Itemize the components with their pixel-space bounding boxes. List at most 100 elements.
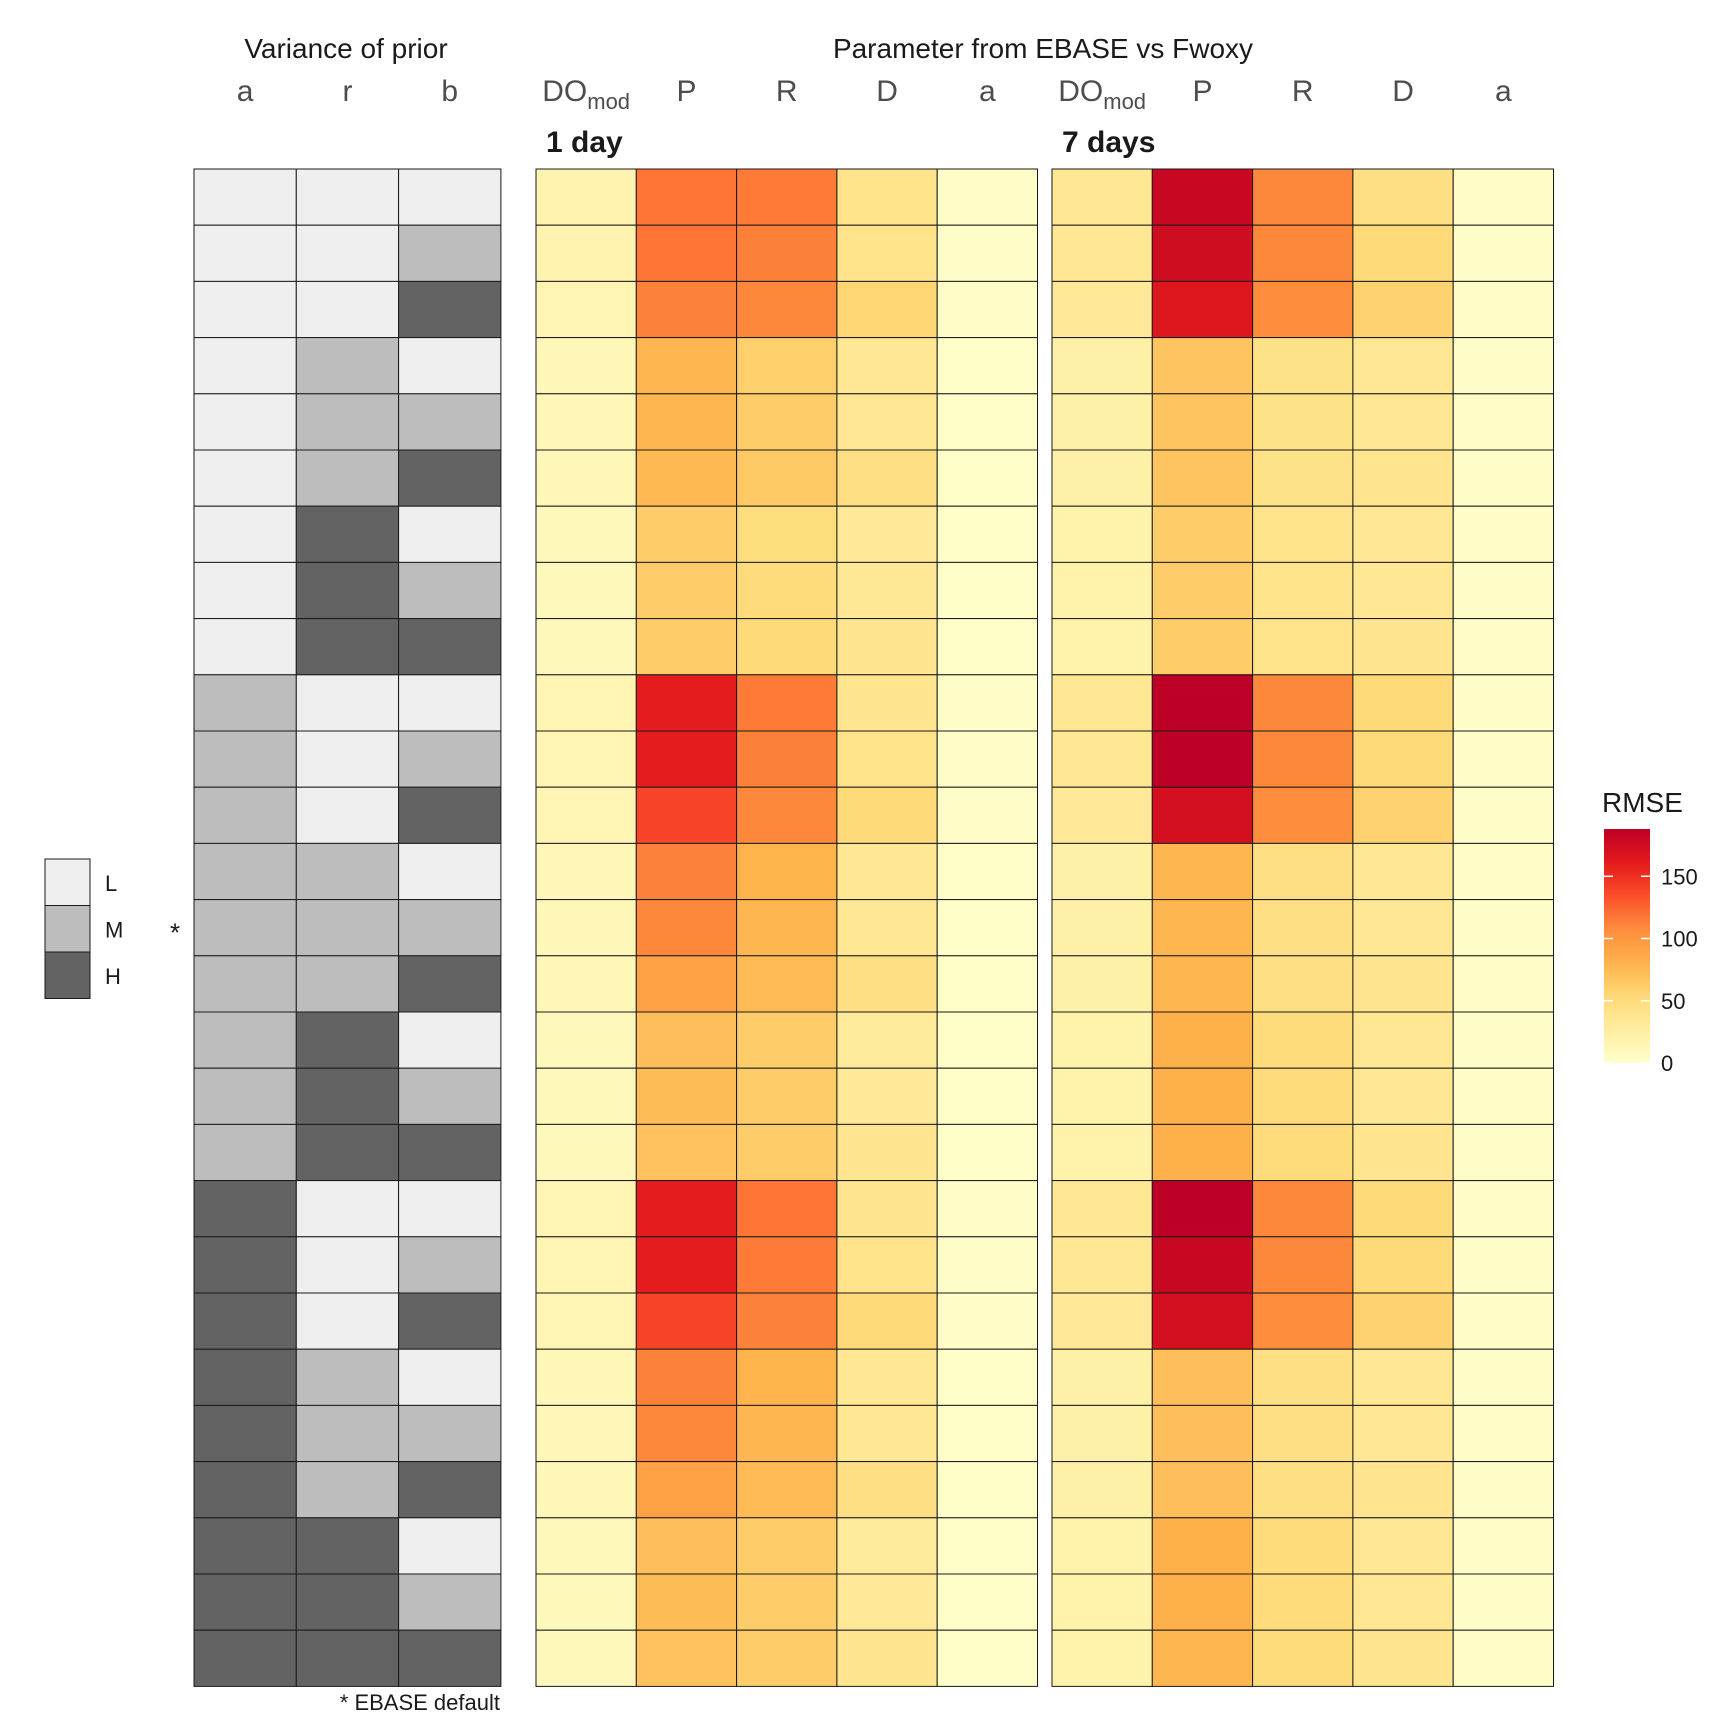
rmse-cell — [1252, 618, 1354, 676]
rmse-cell — [1051, 337, 1153, 395]
rmse-cell — [1051, 1067, 1153, 1125]
rmse-cell — [535, 674, 637, 732]
prior-cell — [295, 1067, 400, 1125]
rmse-cell — [1051, 1348, 1153, 1406]
rmse-cell — [836, 561, 938, 620]
prior-cell — [398, 280, 502, 339]
rmse-cell — [1151, 168, 1254, 226]
prior-cell — [398, 505, 502, 563]
rmse-cell — [1051, 1123, 1153, 1182]
rmse-cell — [1352, 1348, 1454, 1406]
rmse-cell — [1252, 674, 1354, 732]
rmse-cell — [535, 1011, 637, 1069]
rmse-cell — [836, 224, 938, 282]
rmse-cell — [535, 1180, 637, 1238]
rmse-cell — [535, 1629, 637, 1687]
rmse-cell — [1051, 618, 1153, 676]
param-column-header-1day-d: D — [876, 75, 898, 108]
rmse-cell — [535, 1461, 637, 1519]
rmse-cell — [736, 280, 838, 339]
rmse-cell — [1452, 674, 1554, 732]
prior-cell — [295, 337, 400, 395]
prior-cell — [398, 899, 502, 957]
rmse-cell — [1452, 786, 1554, 844]
rmse-cell — [936, 1180, 1039, 1238]
rmse-cell — [635, 1517, 738, 1575]
rmse-cell — [836, 842, 938, 901]
rmse-cell — [1151, 1404, 1254, 1463]
rmse-cell — [1252, 786, 1354, 844]
rmse-cell — [836, 618, 938, 676]
prior-cell — [295, 899, 400, 957]
rmse-cell — [836, 449, 938, 507]
rmse-cell — [1452, 1348, 1554, 1406]
colorbar-title: RMSE — [1602, 787, 1683, 818]
rmse-cell — [635, 505, 738, 563]
rmse-cell — [1452, 168, 1554, 226]
prior-cell — [295, 224, 400, 282]
rmse-cell — [936, 899, 1039, 957]
rmse-cell — [1252, 730, 1354, 788]
rmse-cell — [736, 1461, 838, 1519]
rmse-cell — [1352, 674, 1454, 732]
rmse-cell — [836, 393, 938, 451]
rmse-cell — [635, 1067, 738, 1125]
prior-cell — [295, 393, 400, 451]
prior-cell — [398, 786, 502, 844]
colorbar-tick-label: 100 — [1661, 927, 1698, 952]
rmse-cell — [1452, 1236, 1554, 1294]
prior-cell — [193, 899, 297, 957]
rmse-cell — [1051, 955, 1153, 1013]
prior-cell — [398, 1517, 502, 1575]
rmse-cell — [936, 1067, 1039, 1125]
rmse-cell — [1252, 561, 1354, 620]
rmse-cell — [836, 1573, 938, 1631]
rmse-panel-1-day — [535, 168, 1039, 1687]
rmse-cell — [936, 1573, 1039, 1631]
rmse-cell — [836, 1180, 938, 1238]
rmse-cell — [1252, 505, 1354, 563]
rmse-cell — [1352, 337, 1454, 395]
rmse-cell — [1452, 1292, 1554, 1350]
rmse-cell — [736, 618, 838, 676]
prior-cell — [295, 505, 400, 563]
rmse-cell — [1051, 280, 1153, 339]
rmse-cell — [1252, 842, 1354, 901]
rmse-cell — [1151, 674, 1254, 732]
prior-cell — [295, 1573, 400, 1631]
rmse-cell — [535, 449, 637, 507]
rmse-cell — [635, 1011, 738, 1069]
rmse-cell — [736, 224, 838, 282]
prior-cell — [193, 955, 297, 1013]
param-column-header-1day-p: P — [676, 75, 696, 108]
rmse-cell — [635, 1348, 738, 1406]
rmse-cell — [1452, 1573, 1554, 1631]
rmse-cell — [635, 1404, 738, 1463]
prior-cell — [295, 1517, 400, 1575]
prior-cell — [295, 1629, 400, 1687]
rmse-cell — [535, 1123, 637, 1182]
rmse-cell — [1352, 561, 1454, 620]
rmse-cell — [736, 1348, 838, 1406]
rmse-cell — [1051, 224, 1153, 282]
rmse-cell — [535, 280, 637, 339]
rmse-cell — [936, 955, 1039, 1013]
prior-cell — [193, 505, 297, 563]
rmse-cell — [535, 168, 637, 226]
prior-cell — [295, 786, 400, 844]
rmse-cell — [1352, 1629, 1454, 1687]
rmse-cell — [836, 1404, 938, 1463]
rmse-cell — [1352, 168, 1454, 226]
rmse-cell — [1151, 393, 1254, 451]
rmse-cell — [936, 168, 1039, 226]
rmse-cell — [635, 1292, 738, 1350]
rmse-cell — [635, 618, 738, 676]
rmse-cell — [635, 955, 738, 1013]
rmse-cell — [1252, 1404, 1354, 1463]
rmse-cell — [1352, 449, 1454, 507]
rmse-cell — [1151, 955, 1254, 1013]
prior-cell — [193, 1517, 297, 1575]
prior-cell — [193, 224, 297, 282]
rmse-cell — [836, 280, 938, 339]
